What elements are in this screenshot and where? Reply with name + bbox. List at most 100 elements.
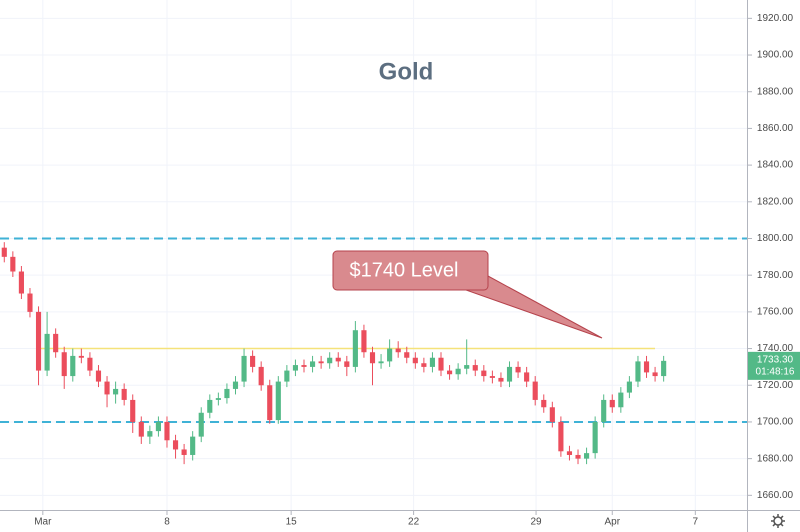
x-tick-label: Mar — [34, 517, 52, 528]
candle-body — [10, 256, 16, 272]
candle-body — [147, 431, 153, 437]
levels — [0, 237, 747, 423]
settings-icon[interactable] — [771, 514, 785, 528]
x-tick-label: 22 — [408, 517, 420, 528]
candle-body — [44, 333, 50, 371]
y-tick-label: 1680.00 — [757, 453, 794, 464]
x-tick-label: Apr — [604, 517, 620, 528]
candle-body — [232, 381, 239, 389]
candle-body — [498, 377, 504, 382]
y-tick-label: 1740.00 — [757, 343, 794, 354]
candle-body — [481, 370, 487, 377]
last-price-label: 1733.30 — [757, 354, 794, 365]
candle-body — [284, 370, 290, 382]
candles — [1, 242, 667, 465]
candle-body — [35, 311, 42, 371]
candle-body — [652, 372, 658, 377]
candle-body — [404, 352, 410, 358]
candle-body — [601, 399, 607, 422]
candle-body — [224, 388, 230, 399]
candle-body — [1, 247, 7, 257]
candle-body — [335, 357, 341, 362]
candle-body — [464, 365, 470, 369]
candle-body — [618, 392, 624, 408]
candle-body — [361, 330, 367, 353]
y-tick-label: 1900.00 — [757, 50, 794, 61]
candle-body — [506, 366, 513, 382]
candle-body — [643, 361, 650, 373]
candle-body — [352, 330, 358, 367]
y-tick-label: 1700.00 — [757, 417, 794, 428]
candle-body — [524, 372, 530, 382]
callout: $1740 Level — [332, 250, 603, 339]
candle-body — [275, 381, 281, 421]
settings-gear[interactable] — [773, 516, 783, 526]
countdown-label: 01:48:16 — [756, 366, 795, 377]
candle-body — [609, 399, 615, 408]
y-tick-label: 1860.00 — [757, 123, 794, 134]
candle-body — [558, 421, 564, 452]
candle-body — [447, 370, 453, 375]
y-tick-label: 1820.00 — [757, 196, 794, 207]
candle-body — [190, 436, 196, 455]
candle-body — [661, 360, 667, 377]
candle-body — [318, 361, 324, 364]
candle-body — [327, 357, 333, 364]
candle-body — [292, 365, 298, 371]
candle-body — [87, 357, 93, 371]
candle-body — [198, 412, 204, 437]
x-tick-label: 8 — [164, 517, 170, 528]
candle-body — [301, 365, 307, 367]
candle-body — [387, 348, 393, 362]
candle-body — [429, 357, 436, 367]
x-tick-label: 15 — [286, 517, 298, 528]
candle-body — [207, 399, 213, 413]
candle-body — [309, 361, 316, 367]
y-tick-label: 1780.00 — [757, 270, 794, 281]
candle-body — [130, 399, 136, 422]
candle-body — [250, 355, 256, 367]
candle-body — [155, 421, 161, 432]
x-tick-label: 29 — [530, 517, 542, 528]
candle-body — [344, 361, 350, 367]
y-tick-label: 1800.00 — [757, 233, 794, 244]
candle-body — [164, 421, 170, 441]
last-price-box — [748, 351, 800, 380]
candle-body — [635, 361, 641, 382]
candle-body — [412, 357, 418, 364]
candle-body — [113, 388, 119, 395]
candle-body — [27, 293, 33, 312]
candle-body — [455, 368, 461, 375]
candle-body — [241, 355, 247, 382]
callout-text: $1740 Level — [350, 259, 459, 281]
candle-body — [78, 355, 84, 358]
candle-body — [541, 399, 547, 408]
callout-box — [332, 250, 489, 291]
axes: 1660.00 1680.00 1700.00 1720.00 1740.00 1760.… — [34, 13, 793, 528]
candle-body — [181, 449, 187, 455]
y-tick-label: 1660.00 — [757, 490, 794, 501]
candle-body — [421, 363, 427, 367]
candle-body — [395, 348, 401, 353]
grid — [0, 0, 747, 510]
candle-body — [378, 361, 384, 364]
candle-body — [104, 381, 110, 395]
candle-body — [215, 398, 221, 400]
candle-body — [61, 352, 67, 377]
y-tick-label: 1920.00 — [757, 13, 794, 24]
candle-body — [592, 421, 598, 454]
candle-body — [515, 366, 521, 373]
settings-gear-teeth[interactable] — [771, 514, 785, 528]
candle-body — [532, 381, 538, 400]
candle-body — [70, 355, 76, 377]
candle-body — [172, 440, 179, 450]
y-tick-label: 1840.00 — [757, 160, 794, 171]
candle-body — [267, 385, 273, 421]
candle-body — [53, 333, 59, 353]
candle-body — [549, 407, 555, 422]
candle-body — [258, 366, 264, 386]
candle-body — [438, 357, 444, 371]
